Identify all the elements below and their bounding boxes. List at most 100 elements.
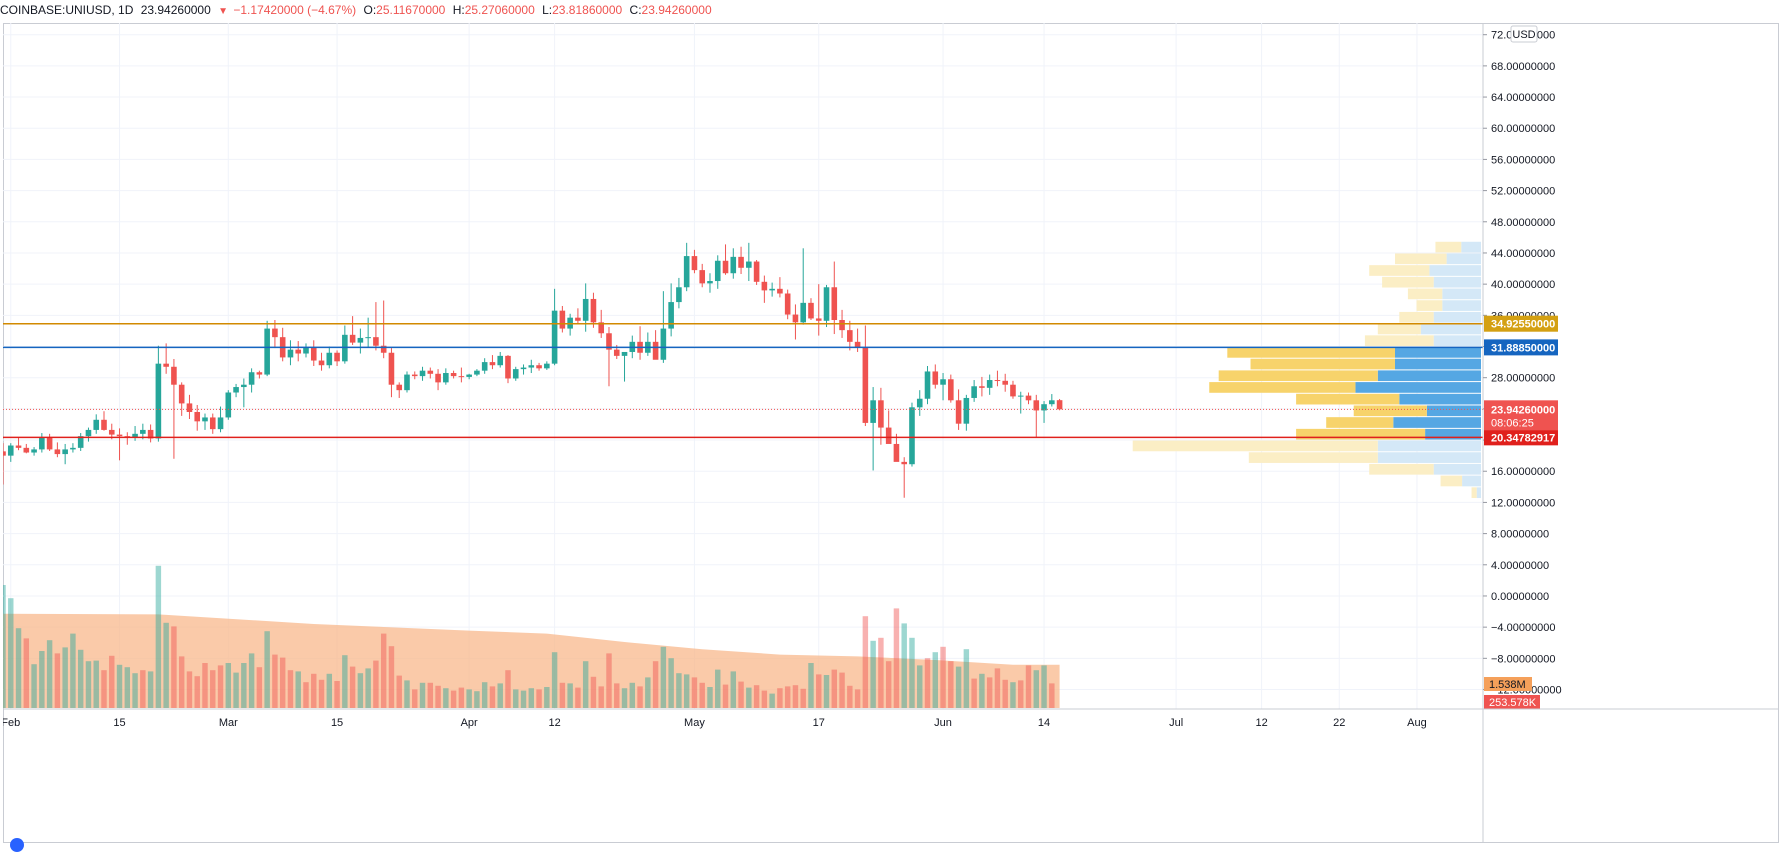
candle-body: [427, 370, 434, 374]
candle-body: [691, 256, 698, 271]
volume-profile-bar-up: [1364, 335, 1434, 347]
volume-bar: [567, 683, 573, 708]
volume-bar: [124, 667, 131, 708]
close-label: C:: [629, 3, 642, 17]
volume-bar: [194, 676, 200, 708]
chart-frame[interactable]: 72.0000000068.0000000064.0000000060.0000…: [3, 23, 1779, 843]
volume-profile-bar-down: [1433, 335, 1481, 347]
candle-body: [1033, 400, 1040, 411]
candle-body: [1041, 404, 1047, 411]
volume-bar: [39, 651, 45, 708]
volume-bar: [932, 652, 939, 708]
candle-body: [660, 328, 667, 360]
candle-body: [924, 371, 931, 399]
volume-bar: [955, 666, 962, 708]
price-tick-label: −4.00000000: [1491, 622, 1556, 634]
volume-bar: [373, 660, 379, 708]
volume-bar: [808, 663, 814, 708]
volume-bar: [1018, 680, 1024, 708]
volume-profile-bar-down: [1377, 440, 1481, 452]
low-label: L:: [542, 3, 553, 17]
time-tick-label: Mar: [219, 717, 238, 729]
volume-bar: [349, 666, 356, 708]
candle-body: [683, 256, 690, 288]
price-chart[interactable]: 72.0000000068.0000000064.0000000060.0000…: [3, 23, 1779, 843]
volume-bar: [23, 638, 30, 708]
price-tick-label: 28.00000000: [1491, 373, 1555, 385]
candle-body: [101, 419, 107, 430]
candle-body: [233, 387, 239, 393]
volume-bar: [520, 690, 527, 708]
volume-bar: [318, 679, 325, 708]
price-tick-label: 48.00000000: [1491, 217, 1555, 229]
volume-bar: [132, 673, 138, 708]
candle-body: [108, 429, 115, 435]
volume-bar: [147, 671, 154, 708]
price-tick-label: 40.00000000: [1491, 279, 1555, 291]
candle-body: [948, 379, 954, 401]
volume-profile-bar-up: [1395, 253, 1447, 265]
volume-bar: [847, 685, 853, 708]
volume-bar: [77, 649, 84, 708]
currency-badge: [1510, 25, 1538, 43]
volume-bar: [870, 640, 876, 708]
candle-body: [264, 328, 270, 375]
time-tick-label: Aug: [1407, 717, 1427, 729]
candle-body: [411, 374, 418, 377]
candle-body: [575, 317, 581, 321]
last-price-label-bg: [1484, 400, 1558, 431]
candle-body: [326, 352, 333, 366]
candle-body: [450, 373, 457, 377]
volume-bar: [722, 684, 729, 708]
volume-bar: [715, 669, 721, 708]
candle-body: [909, 407, 915, 465]
volume-profile-bar-up: [1471, 487, 1477, 499]
price-label-red: 20.34782917: [1491, 432, 1555, 444]
candle-body: [862, 347, 869, 423]
volume-profile-bar-up: [1369, 463, 1434, 475]
candle-body: [217, 417, 224, 430]
time-tick-label: 15: [331, 717, 343, 729]
candle-body: [140, 429, 146, 434]
candle-body: [419, 370, 426, 377]
volume-bar: [62, 647, 68, 708]
volume-bar: [334, 681, 340, 708]
candle-body: [815, 318, 822, 321]
volume-bar: [1041, 665, 1047, 708]
volume-ma-area: [3, 613, 1060, 708]
open-label: O:: [363, 3, 377, 17]
candle-body: [365, 337, 371, 339]
candle-body: [528, 365, 535, 368]
volume-bar: [70, 633, 76, 708]
volume-bar: [140, 670, 146, 708]
candle-body: [132, 433, 138, 437]
volume-profile-bar-up: [1248, 452, 1378, 463]
indicator-dot[interactable]: [10, 838, 24, 852]
symbol-label[interactable]: COINBASE:UNIUSD, 1D: [0, 3, 134, 17]
volume-bar: [1002, 679, 1008, 708]
volume-bar: [909, 637, 915, 708]
volume-bar: [217, 665, 224, 708]
volume-bar: [854, 689, 861, 708]
volume-bar: [753, 685, 760, 708]
candle-body: [606, 333, 612, 350]
volume-bar: [676, 673, 682, 708]
candle-body: [404, 374, 410, 391]
volume-profile-bar-down: [1395, 358, 1481, 370]
currency-badge-label: USD: [1512, 29, 1535, 41]
candle-body: [334, 352, 340, 362]
candle-body: [1056, 400, 1063, 410]
volume-bar: [777, 688, 783, 708]
volume-bar: [901, 623, 907, 708]
volume-bar: [357, 673, 364, 708]
volume-bar: [994, 668, 1001, 708]
volume-profile-bar-up: [1399, 311, 1434, 323]
time-tick-label: 12: [548, 717, 560, 729]
candle-body: [839, 320, 845, 331]
time-tick-label: May: [684, 717, 705, 729]
candle-body: [792, 314, 799, 323]
volume-profile-bar-up: [1353, 405, 1427, 417]
volume-bar: [279, 657, 286, 708]
volume-bar: [823, 675, 830, 708]
candle-body: [916, 398, 923, 408]
